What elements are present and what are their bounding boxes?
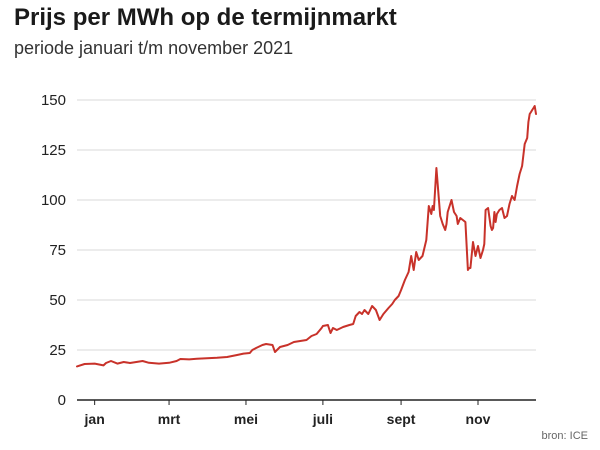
price-line (76, 105, 537, 368)
x-axis: jan mrt mei juli sept nov (84, 400, 491, 427)
x-tick-label: juli (312, 411, 333, 427)
chart-subtitle: periode januari t/m november 2021 (14, 38, 294, 58)
y-tick-label: 25 (49, 342, 66, 359)
y-axis-ticks: 0 25 50 75 100 125 150 (41, 92, 66, 409)
y-tick-label: 150 (41, 92, 66, 109)
y-tick-label: 0 (58, 392, 66, 409)
x-tick-label: jan (84, 411, 105, 427)
y-tick-label: 50 (49, 292, 66, 309)
x-tick-label: sept (387, 411, 416, 427)
y-tick-label: 125 (41, 142, 66, 159)
x-tick-label: mei (234, 411, 258, 427)
chart-title: Prijs per MWh op de termijnmarkt (14, 4, 397, 31)
x-tick-label: mrt (158, 411, 181, 427)
x-tick-label: nov (466, 411, 491, 427)
gridlines (77, 99, 536, 401)
y-tick-label: 75 (49, 242, 66, 259)
y-tick-label: 100 (41, 192, 66, 209)
series-group (76, 105, 537, 368)
source-note: bron: ICE (541, 430, 588, 442)
